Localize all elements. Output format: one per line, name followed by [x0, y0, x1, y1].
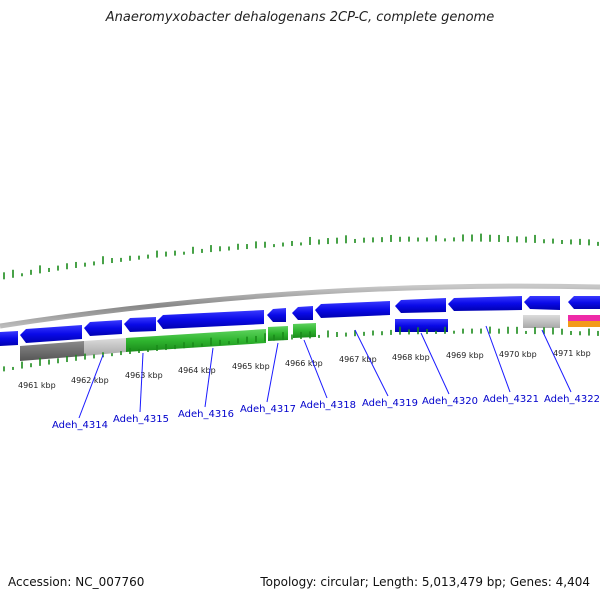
- leader-line: [420, 332, 450, 395]
- leader-line: [266, 342, 279, 403]
- kbp-label: 4967 kbp: [339, 355, 377, 364]
- kbp-label: 4971 kbp: [553, 349, 591, 358]
- cds-arrow[interactable]: [124, 317, 156, 332]
- forward-cds-track: [0, 296, 600, 346]
- kbp-label: 4961 kbp: [18, 381, 56, 390]
- feature-bar-dark[interactable]: [20, 341, 84, 361]
- feature-bar-green[interactable]: [268, 326, 288, 341]
- cds-arrow[interactable]: [84, 320, 122, 336]
- feature-bar-green[interactable]: [293, 323, 316, 338]
- reverse-cds-track: [20, 315, 600, 361]
- leader-line: [354, 329, 389, 397]
- gene-leader-lines: [78, 325, 572, 419]
- cds-arrow[interactable]: [448, 296, 522, 311]
- feature-bar-green[interactable]: [126, 329, 266, 352]
- kbp-label: 4964 kbp: [178, 366, 216, 375]
- gene-labels: Adeh_4314 Adeh_4315 Adeh_4316 Adeh_4317 …: [52, 394, 600, 431]
- kbp-label: 4962 kbp: [71, 376, 109, 385]
- gc-skew-track-outer: [3, 233, 599, 280]
- map-title: Anaeromyxobacter dehalogenans 2CP-C, com…: [105, 10, 495, 25]
- kbp-label: 4963 kbp: [125, 371, 163, 380]
- leader-line: [139, 352, 144, 413]
- genome-summary: Topology: circular; Length: 5,013,479 bp…: [260, 575, 590, 589]
- gene-label-adeh-4315[interactable]: Adeh_4315: [113, 414, 169, 425]
- feature-bar-pink[interactable]: [568, 315, 600, 321]
- kbp-label: 4965 kbp: [232, 362, 270, 371]
- kbp-label: 4970 kbp: [499, 350, 537, 359]
- cds-arrow[interactable]: [315, 301, 390, 318]
- kbp-label: 4968 kbp: [392, 353, 430, 362]
- gene-label-adeh-4321[interactable]: Adeh_4321: [483, 394, 539, 405]
- gene-label-adeh-4316[interactable]: Adeh_4316: [178, 409, 234, 420]
- cds-arrow[interactable]: [0, 331, 18, 346]
- kbp-label: 4966 kbp: [285, 359, 323, 368]
- feature-bar-light[interactable]: [523, 315, 560, 328]
- cds-arrow[interactable]: [524, 296, 560, 310]
- cds-arrow[interactable]: [292, 306, 313, 320]
- gene-label-adeh-4318[interactable]: Adeh_4318: [300, 400, 356, 411]
- gene-label-adeh-4322[interactable]: Adeh_4322: [544, 394, 600, 405]
- cds-arrow[interactable]: [157, 310, 264, 329]
- accession-label: Accession: NC_007760: [8, 575, 145, 589]
- cds-arrow[interactable]: [267, 308, 286, 322]
- feature-bar-light[interactable]: [84, 338, 126, 356]
- feature-bar-blue[interactable]: [395, 319, 448, 332]
- kbp-axis: 4961 kbp 4962 kbp 4963 kbp 4964 kbp 4965…: [18, 349, 591, 390]
- leader-line: [485, 325, 511, 393]
- gene-label-adeh-4314[interactable]: Adeh_4314: [52, 420, 108, 431]
- cds-arrow[interactable]: [568, 296, 600, 309]
- leader-line: [303, 339, 328, 399]
- gene-label-adeh-4319[interactable]: Adeh_4319: [362, 398, 418, 409]
- leader-line: [78, 354, 104, 419]
- cds-arrow[interactable]: [395, 298, 446, 313]
- leader-line: [541, 329, 572, 393]
- gene-label-adeh-4320[interactable]: Adeh_4320: [422, 396, 478, 407]
- leader-line: [204, 347, 214, 408]
- cds-arrow[interactable]: [20, 325, 82, 343]
- backbone-ring: [0, 283, 600, 329]
- feature-bar-orange[interactable]: [568, 321, 600, 327]
- gene-label-adeh-4317[interactable]: Adeh_4317: [240, 404, 296, 415]
- kbp-label: 4969 kbp: [446, 351, 484, 360]
